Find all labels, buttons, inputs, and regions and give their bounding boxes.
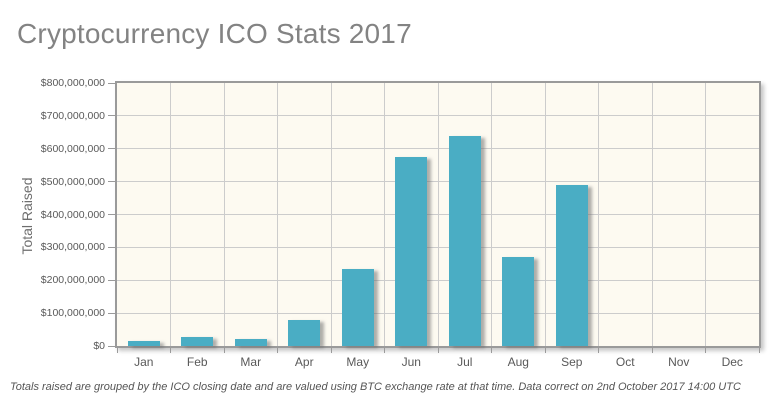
x-tick bbox=[651, 348, 653, 353]
plot-area bbox=[115, 81, 761, 348]
y-tick bbox=[108, 148, 115, 150]
y-tick bbox=[108, 246, 115, 248]
y-tick-label: $500,000,000 bbox=[40, 175, 105, 188]
y-tick-label: $600,000,000 bbox=[40, 142, 105, 155]
chart-footnote: Totals raised are grouped by the ICO clo… bbox=[10, 381, 741, 393]
x-tick bbox=[277, 348, 278, 353]
y-tick bbox=[108, 82, 115, 84]
x-tick bbox=[544, 348, 546, 353]
y-tick-label: $400,000,000 bbox=[40, 208, 105, 221]
x-label-nov: Nov bbox=[668, 355, 690, 369]
x-label-jul: Jul bbox=[457, 355, 473, 369]
bar-sep bbox=[555, 184, 588, 346]
y-tick bbox=[108, 214, 115, 215]
x-label-sep: Sep bbox=[561, 355, 583, 369]
x-label-feb: Feb bbox=[186, 355, 208, 369]
bar-jun bbox=[395, 156, 428, 346]
x-tick bbox=[598, 348, 599, 353]
bar-jul bbox=[448, 135, 481, 346]
x-label-aug: Aug bbox=[507, 355, 529, 369]
v-gridline bbox=[170, 83, 171, 346]
v-gridline bbox=[384, 83, 385, 346]
x-label-jun: Jun bbox=[401, 355, 421, 369]
y-tick-label: $0 bbox=[93, 340, 105, 352]
x-label-jan: Jan bbox=[134, 355, 154, 369]
x-tick bbox=[223, 348, 225, 353]
bar-aug bbox=[502, 257, 535, 346]
y-tick-label: $100,000,000 bbox=[40, 307, 105, 320]
v-gridline bbox=[544, 83, 546, 346]
bar-apr bbox=[288, 319, 321, 346]
x-tick bbox=[758, 348, 760, 353]
x-label-apr: Apr bbox=[294, 355, 314, 369]
y-tick-label: $700,000,000 bbox=[40, 109, 105, 122]
x-label-mar: Mar bbox=[240, 355, 262, 369]
x-tick bbox=[437, 348, 439, 353]
x-label-dec: Dec bbox=[721, 355, 743, 369]
y-tick bbox=[108, 345, 115, 347]
y-tick bbox=[108, 312, 115, 314]
bar-feb bbox=[181, 336, 214, 346]
v-gridline bbox=[277, 83, 278, 346]
v-gridline bbox=[651, 83, 653, 346]
v-gridline bbox=[330, 83, 332, 346]
v-gridline bbox=[491, 83, 492, 346]
x-label-may: May bbox=[346, 355, 370, 369]
x-tick bbox=[170, 348, 171, 353]
x-tick bbox=[384, 348, 385, 353]
x-tick bbox=[116, 348, 118, 353]
y-tick bbox=[108, 181, 115, 183]
bar-mar bbox=[234, 339, 267, 346]
x-label-oct: Oct bbox=[615, 355, 635, 369]
x-tick bbox=[705, 348, 706, 353]
y-tick-label: $300,000,000 bbox=[40, 241, 105, 254]
y-tick bbox=[108, 279, 115, 281]
bar-jan bbox=[127, 341, 160, 346]
v-gridline bbox=[223, 83, 225, 346]
v-gridline bbox=[705, 83, 706, 346]
x-tick bbox=[491, 348, 492, 353]
y-tick bbox=[108, 115, 115, 117]
v-gridline bbox=[598, 83, 599, 346]
bar-may bbox=[341, 268, 374, 346]
y-tick-label: $800,000,000 bbox=[40, 77, 105, 89]
page-title: Cryptocurrency ICO Stats 2017 bbox=[17, 18, 412, 49]
y-tick-label: $200,000,000 bbox=[40, 274, 105, 287]
v-gridline bbox=[437, 83, 439, 346]
x-tick bbox=[330, 348, 332, 353]
